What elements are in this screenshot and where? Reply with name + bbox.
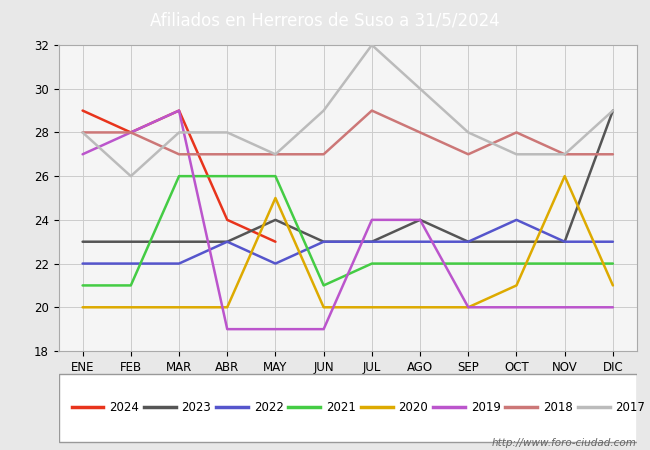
Text: Afiliados en Herreros de Suso a 31/5/2024: Afiliados en Herreros de Suso a 31/5/202… <box>150 11 500 29</box>
Text: 2020: 2020 <box>398 401 428 414</box>
Text: 2018: 2018 <box>543 401 573 414</box>
Text: 2019: 2019 <box>471 401 500 414</box>
Text: 2024: 2024 <box>109 401 139 414</box>
FancyBboxPatch shape <box>58 374 637 442</box>
Text: 2021: 2021 <box>326 401 356 414</box>
Text: 2022: 2022 <box>254 401 283 414</box>
Text: 2017: 2017 <box>616 401 645 414</box>
Text: 2023: 2023 <box>181 401 211 414</box>
Text: http://www.foro-ciudad.com: http://www.foro-ciudad.com <box>492 438 637 448</box>
